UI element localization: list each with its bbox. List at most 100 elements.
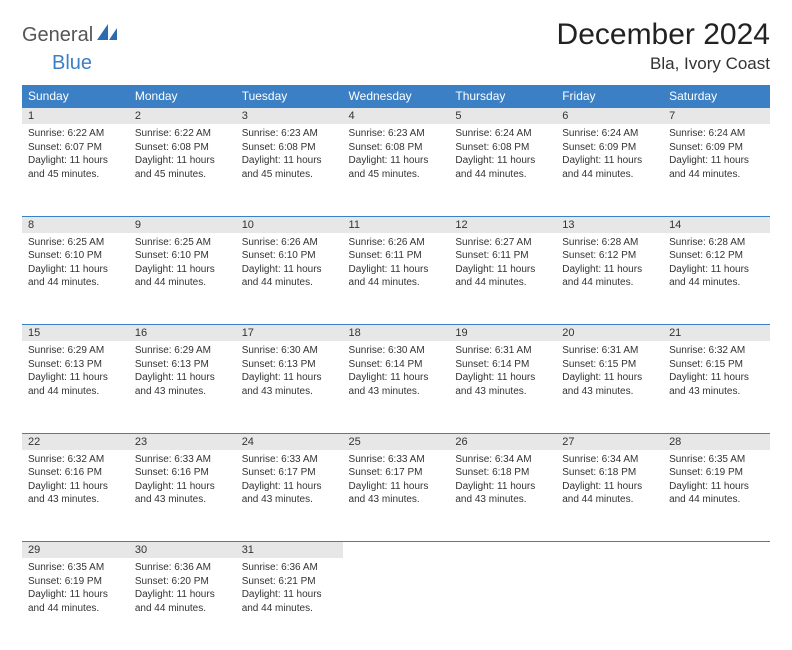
daylight-text-1: Daylight: 11 hours	[669, 263, 764, 277]
daylight-text-2: and 44 minutes.	[562, 493, 657, 507]
day-content: Sunrise: 6:24 AMSunset: 6:09 PMDaylight:…	[556, 124, 663, 187]
day-cell: Sunrise: 6:35 AMSunset: 6:19 PMDaylight:…	[22, 558, 129, 650]
day-number: 2	[129, 108, 236, 124]
sunrise-text: Sunrise: 6:31 AM	[455, 344, 550, 358]
brand-blue: Blue	[52, 52, 92, 74]
day-number-cell: 8	[22, 216, 129, 233]
logo-sail-icon	[97, 24, 119, 47]
sunset-text: Sunset: 6:11 PM	[349, 249, 444, 263]
day-number: 17	[236, 325, 343, 341]
col-wednesday: Wednesday	[343, 85, 450, 108]
day-number-cell: 26	[449, 433, 556, 450]
daylight-text-1: Daylight: 11 hours	[349, 154, 444, 168]
day-cell: Sunrise: 6:32 AMSunset: 6:16 PMDaylight:…	[22, 450, 129, 542]
day-number: 12	[449, 217, 556, 233]
sunrise-text: Sunrise: 6:32 AM	[28, 453, 123, 467]
day-cell: Sunrise: 6:31 AMSunset: 6:14 PMDaylight:…	[449, 341, 556, 433]
day-number-cell: 24	[236, 433, 343, 450]
sunrise-text: Sunrise: 6:30 AM	[242, 344, 337, 358]
sunset-text: Sunset: 6:15 PM	[669, 358, 764, 372]
daynum-row: 891011121314	[22, 216, 770, 233]
daylight-text-1: Daylight: 11 hours	[562, 263, 657, 277]
daylight-text-2: and 44 minutes.	[28, 385, 123, 399]
daycontent-row: Sunrise: 6:25 AMSunset: 6:10 PMDaylight:…	[22, 233, 770, 325]
daylight-text-2: and 43 minutes.	[562, 385, 657, 399]
day-cell: Sunrise: 6:25 AMSunset: 6:10 PMDaylight:…	[129, 233, 236, 325]
title-block: December 2024 Bla, Ivory Coast	[557, 18, 770, 74]
sunset-text: Sunset: 6:12 PM	[669, 249, 764, 263]
day-number-cell: 31	[236, 542, 343, 559]
day-content: Sunrise: 6:35 AMSunset: 6:19 PMDaylight:…	[663, 450, 770, 513]
day-content: Sunrise: 6:27 AMSunset: 6:11 PMDaylight:…	[449, 233, 556, 296]
daylight-text-1: Daylight: 11 hours	[135, 480, 230, 494]
day-cell: Sunrise: 6:27 AMSunset: 6:11 PMDaylight:…	[449, 233, 556, 325]
day-cell: Sunrise: 6:23 AMSunset: 6:08 PMDaylight:…	[343, 124, 450, 216]
day-cell: Sunrise: 6:32 AMSunset: 6:15 PMDaylight:…	[663, 341, 770, 433]
sunrise-text: Sunrise: 6:36 AM	[135, 561, 230, 575]
day-number-cell: 20	[556, 325, 663, 342]
daylight-text-1: Daylight: 11 hours	[349, 371, 444, 385]
sunrise-text: Sunrise: 6:31 AM	[562, 344, 657, 358]
day-number: 15	[22, 325, 129, 341]
sunrise-text: Sunrise: 6:29 AM	[28, 344, 123, 358]
day-content: Sunrise: 6:29 AMSunset: 6:13 PMDaylight:…	[129, 341, 236, 404]
sunset-text: Sunset: 6:11 PM	[455, 249, 550, 263]
sunrise-text: Sunrise: 6:24 AM	[669, 127, 764, 141]
sunset-text: Sunset: 6:13 PM	[242, 358, 337, 372]
daylight-text-2: and 45 minutes.	[28, 168, 123, 182]
day-cell: Sunrise: 6:24 AMSunset: 6:08 PMDaylight:…	[449, 124, 556, 216]
day-number: 21	[663, 325, 770, 341]
sunset-text: Sunset: 6:20 PM	[135, 575, 230, 589]
sunrise-text: Sunrise: 6:24 AM	[455, 127, 550, 141]
day-content: Sunrise: 6:30 AMSunset: 6:13 PMDaylight:…	[236, 341, 343, 404]
day-content: Sunrise: 6:33 AMSunset: 6:17 PMDaylight:…	[343, 450, 450, 513]
daylight-text-2: and 43 minutes.	[349, 493, 444, 507]
day-number: 26	[449, 434, 556, 450]
daylight-text-1: Daylight: 11 hours	[28, 263, 123, 277]
daylight-text-2: and 45 minutes.	[135, 168, 230, 182]
day-cell: Sunrise: 6:22 AMSunset: 6:08 PMDaylight:…	[129, 124, 236, 216]
day-content: Sunrise: 6:23 AMSunset: 6:08 PMDaylight:…	[343, 124, 450, 187]
day-cell: Sunrise: 6:36 AMSunset: 6:21 PMDaylight:…	[236, 558, 343, 650]
day-number-cell: 18	[343, 325, 450, 342]
daylight-text-1: Daylight: 11 hours	[242, 588, 337, 602]
day-number-cell	[663, 542, 770, 559]
daynum-row: 22232425262728	[22, 433, 770, 450]
day-cell: Sunrise: 6:29 AMSunset: 6:13 PMDaylight:…	[22, 341, 129, 433]
day-cell: Sunrise: 6:24 AMSunset: 6:09 PMDaylight:…	[556, 124, 663, 216]
day-number-cell: 12	[449, 216, 556, 233]
daylight-text-1: Daylight: 11 hours	[28, 154, 123, 168]
day-cell: Sunrise: 6:24 AMSunset: 6:09 PMDaylight:…	[663, 124, 770, 216]
sunrise-text: Sunrise: 6:25 AM	[135, 236, 230, 250]
sunset-text: Sunset: 6:14 PM	[455, 358, 550, 372]
daylight-text-1: Daylight: 11 hours	[562, 480, 657, 494]
day-number-cell: 6	[556, 108, 663, 125]
sunset-text: Sunset: 6:08 PM	[135, 141, 230, 155]
day-cell: Sunrise: 6:34 AMSunset: 6:18 PMDaylight:…	[449, 450, 556, 542]
sunset-text: Sunset: 6:14 PM	[349, 358, 444, 372]
col-friday: Friday	[556, 85, 663, 108]
daylight-text-1: Daylight: 11 hours	[242, 154, 337, 168]
day-content	[556, 558, 663, 567]
day-content: Sunrise: 6:25 AMSunset: 6:10 PMDaylight:…	[22, 233, 129, 296]
col-thursday: Thursday	[449, 85, 556, 108]
daylight-text-1: Daylight: 11 hours	[242, 480, 337, 494]
daylight-text-2: and 44 minutes.	[28, 602, 123, 616]
day-cell: Sunrise: 6:33 AMSunset: 6:17 PMDaylight:…	[236, 450, 343, 542]
daycontent-row: Sunrise: 6:32 AMSunset: 6:16 PMDaylight:…	[22, 450, 770, 542]
sunrise-text: Sunrise: 6:23 AM	[349, 127, 444, 141]
daynum-row: 15161718192021	[22, 325, 770, 342]
brand-logo: General	[22, 18, 121, 47]
sunrise-text: Sunrise: 6:30 AM	[349, 344, 444, 358]
day-content	[449, 558, 556, 567]
sunrise-text: Sunrise: 6:27 AM	[455, 236, 550, 250]
day-cell: Sunrise: 6:35 AMSunset: 6:19 PMDaylight:…	[663, 450, 770, 542]
day-number-cell: 19	[449, 325, 556, 342]
daylight-text-1: Daylight: 11 hours	[28, 588, 123, 602]
day-number: 31	[236, 542, 343, 558]
day-number	[556, 542, 663, 558]
day-number	[343, 542, 450, 558]
day-content: Sunrise: 6:22 AMSunset: 6:07 PMDaylight:…	[22, 124, 129, 187]
sunrise-text: Sunrise: 6:22 AM	[28, 127, 123, 141]
day-number-cell: 5	[449, 108, 556, 125]
